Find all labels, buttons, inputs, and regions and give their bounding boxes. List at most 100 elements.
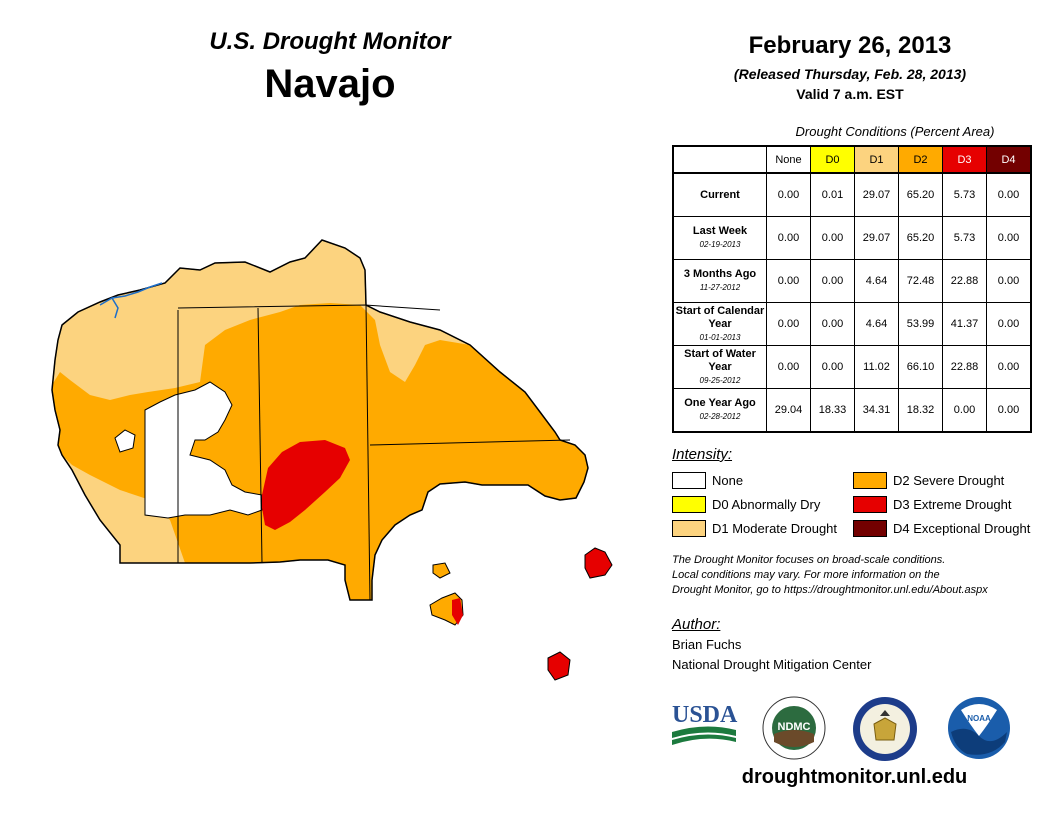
cell-value: 0.00 <box>766 172 811 217</box>
author-name: Brian Fuchs <box>672 637 742 652</box>
cell-value: 29.07 <box>854 216 899 260</box>
legend-item-d3: D3 Extreme Drought <box>853 496 1012 513</box>
svg-text:USDA: USDA <box>672 702 738 728</box>
map-header: U.S. Drought Monitor Navajo <box>130 28 530 107</box>
header-d0: D0 <box>810 145 855 174</box>
cell-value: 53.99 <box>898 302 943 346</box>
row-label: One Year Ago 02-28-2012 <box>672 388 767 433</box>
cell-value: 22.88 <box>942 345 987 389</box>
legend-item-d0: D0 Abnormally Dry <box>672 496 820 513</box>
cell-value: 4.64 <box>854 302 899 346</box>
website-url: droughtmonitor.unl.edu <box>741 766 968 788</box>
author-title: Author: <box>672 616 721 633</box>
note-line: Drought Monitor, go to https://droughtmo… <box>672 584 988 596</box>
header-blank <box>673 146 767 173</box>
legend-swatch <box>672 520 706 537</box>
header-d2: D2 <box>898 145 943 174</box>
row-date: 11-27-2012 <box>699 283 741 292</box>
valid-time: Valid 7 a.m. EST <box>796 86 904 102</box>
exclave-small <box>432 562 451 579</box>
ndmc-logo: NDMC <box>762 696 826 760</box>
row-label: Current <box>672 172 767 217</box>
cell-value: 0.00 <box>986 345 1032 389</box>
note-line: Local conditions may vary. For more info… <box>672 569 940 581</box>
legend-label: D4 Exceptional Drought <box>893 521 1031 536</box>
cell-value: 4.64 <box>854 259 899 303</box>
legend-swatch <box>853 520 887 537</box>
header-none: None <box>766 145 811 174</box>
cell-value: 65.20 <box>898 172 943 217</box>
cell-value: 0.00 <box>986 259 1032 303</box>
svg-text:NOAA: NOAA <box>967 714 991 723</box>
legend-swatch <box>672 496 706 513</box>
drought-conditions-table: None D0 D1 D2 D3 D4 Current 0.00 0.01 29… <box>672 145 1032 433</box>
exclave-south-d3 <box>452 598 463 625</box>
county-outline <box>51 239 589 601</box>
cell-value: 0.00 <box>986 302 1032 346</box>
legend-label: None <box>712 473 744 488</box>
noaa-logo: NOAA <box>948 697 1010 759</box>
cell-value: 0.00 <box>810 302 855 346</box>
legend-title: Intensity: <box>672 446 733 463</box>
date-header: February 26, 2013 (Released Thursday, Fe… <box>690 32 1010 102</box>
cell-value: 41.37 <box>942 302 987 346</box>
cell-value: 0.00 <box>986 388 1032 433</box>
table-row: Start of Water Year 09-25-2012 0.00 0.00 … <box>672 345 1032 389</box>
cell-value: 0.00 <box>766 345 811 389</box>
legend-label: D0 Abnormally Dry <box>712 497 821 512</box>
table-caption: Drought Conditions (Percent Area) <box>795 124 995 139</box>
region-d3 <box>262 440 350 530</box>
table-row: Current 0.00 0.01 29.07 65.20 5.73 0.00 <box>672 172 1032 217</box>
table-row: Start of Calendar Year 01-01-2013 0.00 0.… <box>672 302 1032 346</box>
row-label: Last Week 02-19-2013 <box>672 216 767 260</box>
cell-value: 18.33 <box>810 388 855 433</box>
cell-value: 0.00 <box>766 302 811 346</box>
map-date: February 26, 2013 <box>748 32 952 59</box>
legend-item-none: None <box>672 472 743 489</box>
header-d1: D1 <box>854 145 899 174</box>
release-date: (Released Thursday, Feb. 28, 2013) <box>733 66 967 82</box>
cell-value: 0.00 <box>766 216 811 260</box>
legend-item-d4: D4 Exceptional Drought <box>853 520 1030 537</box>
cell-value: 29.07 <box>854 172 899 217</box>
legend-item-d2: D2 Severe Drought <box>853 472 1004 489</box>
cell-value: 0.00 <box>986 172 1032 217</box>
disclaimer-note: The Drought Monitor focuses on broad-sca… <box>672 553 1042 598</box>
cell-value: 0.00 <box>810 259 855 303</box>
row-label: Start of Water Year 09-25-2012 <box>672 345 767 389</box>
header-d3: D3 <box>942 145 987 174</box>
author-org: National Drought Mitigation Center <box>672 657 872 672</box>
county-boundaries <box>177 304 571 601</box>
legend-label: D3 Extreme Drought <box>893 497 1012 512</box>
row-date: 02-19-2013 <box>699 240 741 249</box>
cell-value: 66.10 <box>898 345 943 389</box>
cell-value: 72.48 <box>898 259 943 303</box>
row-label: Start of Calendar Year 01-01-2013 <box>672 302 767 346</box>
cell-value: 29.04 <box>766 388 811 433</box>
header-d4: D4 <box>986 145 1032 174</box>
legend-swatch <box>853 472 887 489</box>
legend-item-d1: D1 Moderate Drought <box>672 520 837 537</box>
table-row: 3 Months Ago 11-27-2012 0.00 0.00 4.64 72… <box>672 259 1032 303</box>
map-subtitle: U.S. Drought Monitor <box>209 28 451 55</box>
region-none-small <box>114 429 136 453</box>
river <box>99 282 163 319</box>
cell-value: 65.20 <box>898 216 943 260</box>
cell-value: 0.00 <box>810 216 855 260</box>
legend-swatch <box>672 472 706 489</box>
legend-label: D1 Moderate Drought <box>712 521 838 536</box>
cell-value: 0.00 <box>810 345 855 389</box>
cell-value: 34.31 <box>854 388 899 433</box>
map-title: Navajo <box>264 62 396 106</box>
svg-text:NDMC: NDMC <box>778 721 811 733</box>
note-line: The Drought Monitor focuses on broad-sca… <box>672 554 946 566</box>
row-date: 02-28-2012 <box>699 412 741 421</box>
drought-map <box>51 239 613 681</box>
legend-swatch <box>853 496 887 513</box>
row-date: 01-01-2013 <box>699 332 741 342</box>
table-header-row: None D0 D1 D2 D3 D4 <box>673 145 1032 174</box>
cell-value: 22.88 <box>942 259 987 303</box>
row-date: 09-25-2012 <box>699 375 741 385</box>
legend-label: D2 Severe Drought <box>893 473 1005 488</box>
cell-value: 18.32 <box>898 388 943 433</box>
